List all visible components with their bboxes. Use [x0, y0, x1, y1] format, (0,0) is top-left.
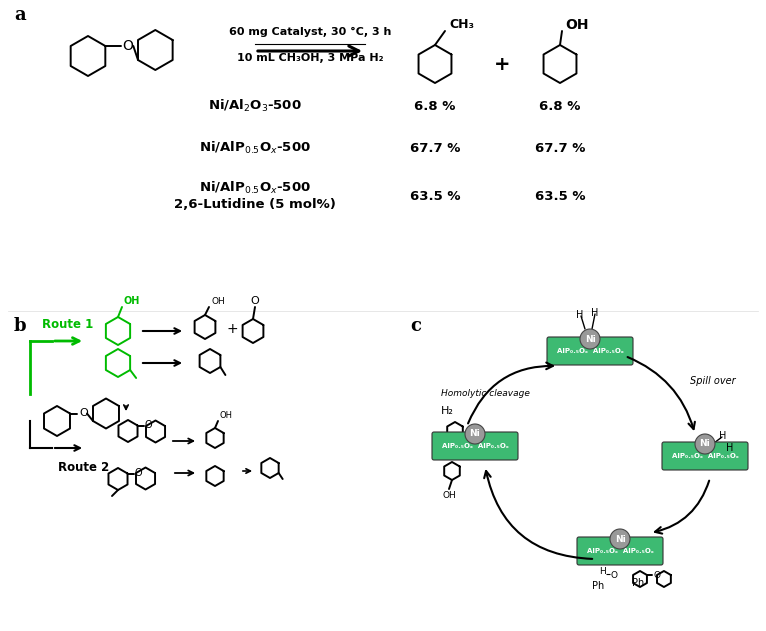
Text: H₂: H₂ — [440, 406, 453, 416]
Text: 60 mg Catalyst, 30 °C, 3 h: 60 mg Catalyst, 30 °C, 3 h — [229, 27, 391, 37]
Text: O: O — [654, 570, 661, 579]
FancyBboxPatch shape — [662, 442, 748, 470]
Text: Homolytic cleavage: Homolytic cleavage — [440, 389, 529, 399]
Text: H: H — [576, 310, 584, 320]
FancyBboxPatch shape — [547, 337, 633, 365]
Text: OH: OH — [211, 297, 224, 307]
Text: 6.8 %: 6.8 % — [414, 100, 456, 112]
FancyBboxPatch shape — [577, 537, 663, 565]
Text: a: a — [14, 6, 25, 24]
Text: Ph: Ph — [592, 581, 604, 591]
Text: 10 mL CH₃OH, 3 MPa H₂: 10 mL CH₃OH, 3 MPa H₂ — [237, 53, 383, 63]
Text: Ni: Ni — [584, 334, 595, 343]
Circle shape — [465, 424, 485, 444]
Text: AlP₀.₅Oₓ  AlP₀.₅Oₓ: AlP₀.₅Oₓ AlP₀.₅Oₓ — [557, 348, 624, 354]
Text: H: H — [719, 431, 727, 441]
Text: H: H — [726, 443, 734, 453]
Text: O: O — [250, 296, 260, 306]
Text: OH: OH — [123, 296, 139, 306]
Text: +: + — [226, 322, 237, 336]
Circle shape — [695, 434, 715, 454]
Text: Ni/AlP$_{0.5}$O$_x$-500: Ni/AlP$_{0.5}$O$_x$-500 — [199, 140, 311, 156]
Text: +: + — [494, 54, 510, 73]
Text: Ni: Ni — [614, 534, 625, 543]
Circle shape — [580, 329, 600, 349]
Text: CH₃: CH₃ — [449, 18, 474, 32]
Text: O: O — [611, 570, 617, 579]
Text: O: O — [135, 468, 142, 478]
Text: OH: OH — [565, 18, 588, 32]
Text: Route 2: Route 2 — [58, 461, 110, 474]
Text: 67.7 %: 67.7 % — [535, 141, 585, 155]
Text: AlP₀.₅Oₓ  AlP₀.₅Oₓ: AlP₀.₅Oₓ AlP₀.₅Oₓ — [442, 443, 509, 449]
Text: AlP₀.₅Oₓ  AlP₀.₅Oₓ: AlP₀.₅Oₓ AlP₀.₅Oₓ — [672, 453, 738, 459]
Text: Route 1: Route 1 — [42, 318, 93, 331]
Text: 6.8 %: 6.8 % — [539, 100, 581, 112]
Text: AlP₀.₅Oₓ  AlP₀.₅Oₓ: AlP₀.₅Oₓ AlP₀.₅Oₓ — [587, 548, 653, 554]
Text: O: O — [79, 408, 88, 418]
Text: 63.5 %: 63.5 % — [535, 189, 585, 203]
Text: Ph: Ph — [632, 578, 644, 588]
Text: OH: OH — [442, 492, 456, 500]
Text: O: O — [145, 420, 152, 430]
Text: Ni: Ni — [699, 440, 710, 449]
Text: Ni/AlP$_{0.5}$O$_x$-500: Ni/AlP$_{0.5}$O$_x$-500 — [199, 180, 311, 196]
Text: H: H — [591, 308, 599, 318]
Text: Ni/Al$_2$O$_3$-500: Ni/Al$_2$O$_3$-500 — [208, 98, 302, 114]
Text: 67.7 %: 67.7 % — [410, 141, 460, 155]
FancyBboxPatch shape — [432, 432, 518, 460]
Circle shape — [610, 529, 630, 549]
Text: b: b — [14, 317, 27, 335]
Text: OH: OH — [219, 411, 232, 420]
Text: O: O — [122, 39, 133, 53]
Text: Spill over: Spill over — [690, 376, 735, 386]
Text: c: c — [410, 317, 421, 335]
Text: 2,6-Lutidine (5 mol%): 2,6-Lutidine (5 mol%) — [174, 198, 336, 211]
Text: H: H — [598, 567, 605, 575]
Text: Ni: Ni — [470, 430, 480, 439]
Text: 63.5 %: 63.5 % — [410, 189, 460, 203]
